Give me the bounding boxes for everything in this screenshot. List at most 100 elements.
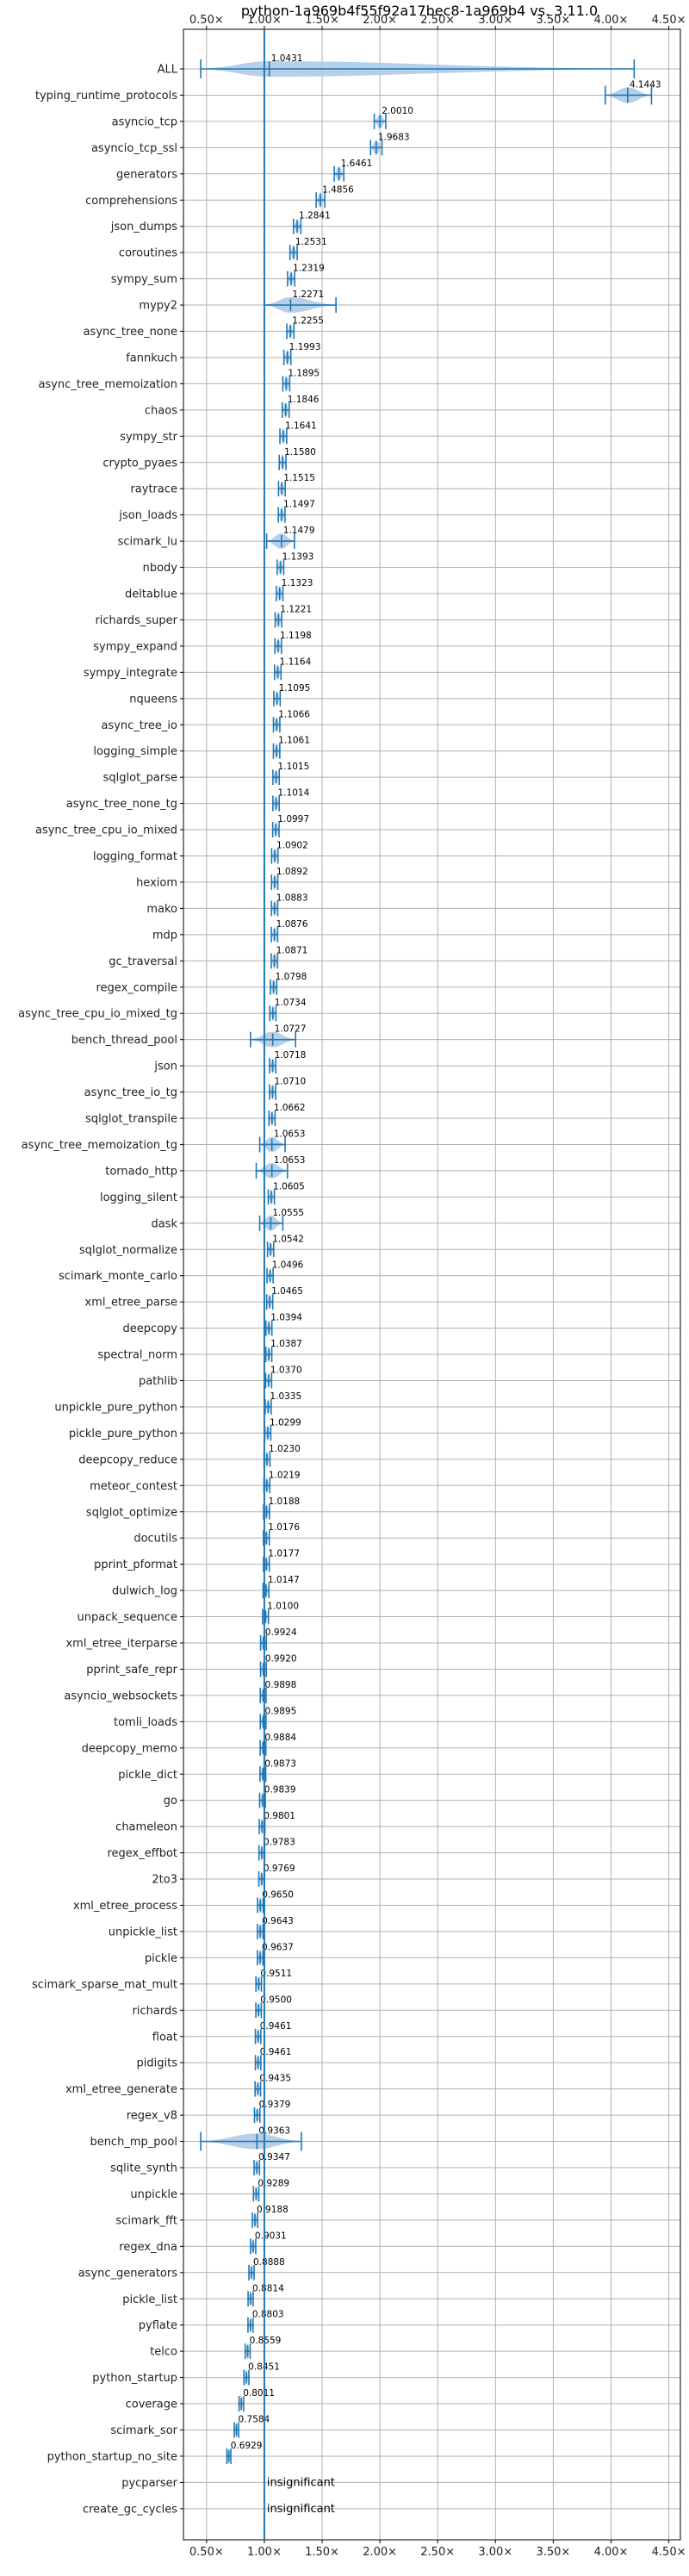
data-label: 0.9188: [257, 2205, 289, 2215]
benchmark-label: deepcopy: [122, 1322, 177, 1335]
data-label: 1.1993: [289, 342, 321, 352]
data-label: 1.1066: [278, 709, 310, 719]
benchmark-label: go: [164, 1795, 177, 1808]
data-label: 1.0883: [276, 893, 308, 903]
data-label: 1.9683: [378, 132, 410, 142]
benchmark-label: asyncio_websockets: [64, 1689, 177, 1702]
data-label: 0.9924: [265, 1627, 297, 1638]
benchmark-label: scimark_fft: [115, 2214, 177, 2227]
data-label: 0.9769: [264, 1864, 295, 1874]
benchmark-label: docutils: [133, 1533, 177, 1546]
data-label: 1.0662: [274, 1103, 306, 1113]
data-label: 1.1061: [278, 736, 310, 746]
data-label: 1.0176: [268, 1522, 300, 1533]
benchmark-label: sympy_expand: [93, 640, 177, 653]
data-label: 0.8888: [253, 2257, 285, 2268]
benchmark-label: xml_etree_parse: [85, 1297, 177, 1310]
data-label: 1.2271: [292, 289, 324, 300]
benchmark-label: nbody: [143, 562, 178, 575]
benchmark-label: asyncio_tcp_ssl: [91, 142, 177, 155]
data-label: 0.9461: [260, 2047, 292, 2057]
top-tick-label: 1.00×: [247, 14, 282, 27]
benchmark-label: richards_super: [95, 614, 177, 627]
data-label: 1.0394: [270, 1313, 302, 1323]
data-label: 0.8814: [252, 2283, 284, 2293]
benchmark-label: dask: [151, 1217, 177, 1230]
benchmark-label: float: [152, 2031, 177, 2044]
benchmark-label: spectral_norm: [97, 1349, 177, 1362]
benchmark-label: logging_simple: [93, 745, 177, 758]
top-tick-label: 0.50×: [189, 14, 224, 27]
data-label: 1.0335: [270, 1391, 301, 1402]
data-label: 1.1497: [283, 500, 315, 510]
data-label: 0.9895: [265, 1706, 297, 1716]
bottom-tick-label: 2.00×: [363, 2546, 397, 2559]
benchmark-label: hexiom: [136, 876, 177, 889]
data-label: 1.0370: [270, 1366, 302, 1376]
data-label: 1.0798: [276, 972, 307, 982]
data-label: 1.1641: [285, 420, 317, 431]
data-label: 1.0902: [276, 841, 308, 851]
data-label: 1.0431: [271, 53, 303, 64]
data-label: 1.0727: [275, 1024, 307, 1035]
benchmark-label: asyncio_tcp: [112, 115, 177, 128]
benchmark-label: sqlite_synth: [110, 2162, 177, 2175]
benchmark-label: python_startup: [92, 2372, 177, 2385]
top-tick-label: 3.50×: [536, 14, 570, 27]
data-label: 0.7584: [239, 2415, 270, 2425]
benchmark-label: bench_thread_pool: [71, 1034, 177, 1047]
data-label: 0.9347: [258, 2152, 290, 2162]
benchmark-label: regex_v8: [127, 2110, 177, 2123]
data-label: 0.9643: [262, 1916, 294, 1926]
bottom-tick-label: 0.50×: [189, 2546, 224, 2559]
benchmark-label: crypto_pyaes: [102, 457, 177, 470]
benchmark-label: coverage: [126, 2399, 177, 2411]
benchmark-label: deepcopy_memo: [82, 1742, 177, 1755]
data-label: 0.9511: [260, 1969, 292, 1979]
benchmark-label: logging_silent: [100, 1192, 177, 1204]
data-label: 0.9650: [262, 1890, 294, 1901]
benchmark-label: async_tree_cpu_io_mixed: [35, 824, 177, 837]
benchmark-label: tomli_loads: [114, 1716, 177, 1729]
benchmark-label: sqlglot_parse: [103, 772, 177, 785]
benchmark-label: ALL: [158, 64, 178, 77]
benchmark-label: json: [153, 1061, 177, 1073]
data-label: 1.0219: [269, 1470, 301, 1480]
benchmark-label: chameleon: [115, 1821, 177, 1834]
data-label: 0.8011: [243, 2388, 275, 2399]
data-label: 0.9801: [264, 1811, 295, 1821]
data-label: 1.0997: [277, 814, 309, 824]
top-tick-label: 4.00×: [594, 14, 629, 27]
benchmark-label: sqlglot_normalize: [79, 1244, 177, 1257]
data-label: 1.6461: [341, 159, 373, 169]
data-label: 2.0010: [382, 106, 413, 116]
benchmark-label: gc_traversal: [109, 955, 177, 968]
data-label: 0.9461: [260, 2021, 292, 2032]
benchmark-label: xml_etree_process: [73, 1900, 177, 1913]
benchmark-label: async_generators: [78, 2267, 178, 2280]
benchmark-label: python_startup_no_site: [47, 2450, 177, 2463]
data-label: 1.2841: [299, 211, 331, 221]
benchmark-label: regex_compile: [96, 981, 177, 994]
benchmark-label: mdp: [152, 929, 177, 942]
benchmark-label: json_dumps: [110, 221, 177, 233]
benchmark-label: pprint_pformat: [94, 1559, 177, 1571]
data-label: 0.9783: [264, 1838, 295, 1848]
benchmark-label: unpickle_pure_python: [54, 1401, 177, 1414]
benchmark-label: unpickle: [130, 2188, 177, 2201]
data-label: 0.9500: [260, 1994, 292, 2005]
grid-layer: [183, 29, 680, 2540]
benchmark-rows: ALL 1.0431 typing_runtime_protocols 4.1443 a…: [18, 53, 661, 2516]
data-label: 1.1580: [284, 447, 316, 457]
bottom-tick-label: 1.50×: [305, 2546, 339, 2559]
benchmark-label: pprint_safe_repr: [86, 1664, 177, 1677]
data-label: 1.0718: [275, 1050, 307, 1061]
benchmark-label: deltablue: [125, 588, 177, 601]
top-tick-label: 3.00×: [478, 14, 512, 27]
data-label: 1.0188: [268, 1496, 300, 1507]
benchmark-label: typing_runtime_protocols: [35, 90, 177, 103]
benchmark-label: deepcopy_reduce: [78, 1453, 177, 1466]
data-label: 1.0465: [271, 1286, 303, 1297]
data-label: 1.0653: [274, 1155, 306, 1166]
data-label: 1.0734: [275, 998, 307, 1008]
